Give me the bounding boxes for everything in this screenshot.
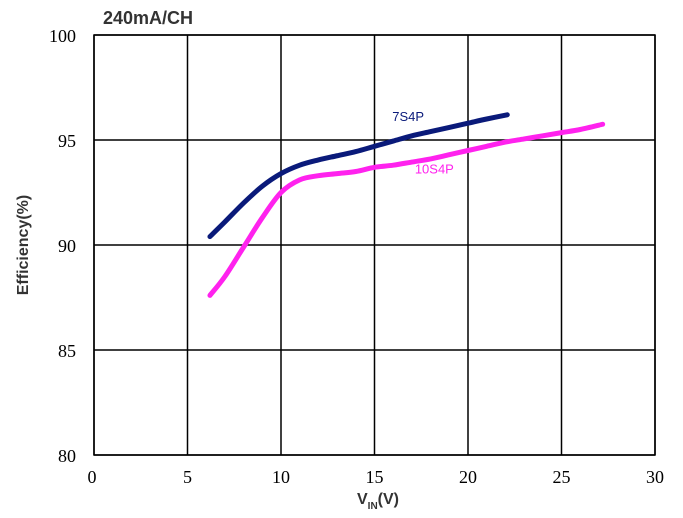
y-tick-label: 95	[58, 131, 76, 151]
x-tick-label: 25	[553, 467, 571, 487]
series-line-7s4p	[207, 112, 510, 240]
y-tick-label: 80	[58, 446, 76, 466]
x-tick-label: 20	[459, 467, 477, 487]
x-axis-label-main: V	[357, 491, 368, 508]
tick-labels: 0 5 10 15 20 25 30 80 85 90 95 100	[49, 26, 664, 487]
series-line-10s4p	[207, 121, 606, 298]
y-tick-label: 85	[58, 341, 76, 361]
chart-title: 240mA/CH	[103, 8, 193, 28]
series-group: 7S4P 10S4P	[207, 109, 606, 298]
x-axis-label-sub: IN	[368, 501, 378, 512]
x-tick-label: 15	[366, 467, 384, 487]
series-label-10s4p: 10S4P	[415, 162, 454, 177]
plot-frame	[93, 34, 656, 456]
x-tick-label: 5	[183, 467, 192, 487]
y-axis-label: Efficiency(%)	[15, 195, 32, 295]
grid	[93, 34, 656, 456]
series-label-7s4p: 7S4P	[392, 109, 424, 124]
x-tick-label: 30	[646, 467, 664, 487]
y-tick-label: 90	[58, 236, 76, 256]
x-tick-label: 10	[272, 467, 290, 487]
x-axis-label-suffix: (V)	[378, 491, 399, 508]
x-axis-label: VIN(V)	[357, 491, 399, 512]
x-tick-label: 0	[88, 467, 97, 487]
y-tick-label: 100	[49, 26, 76, 46]
